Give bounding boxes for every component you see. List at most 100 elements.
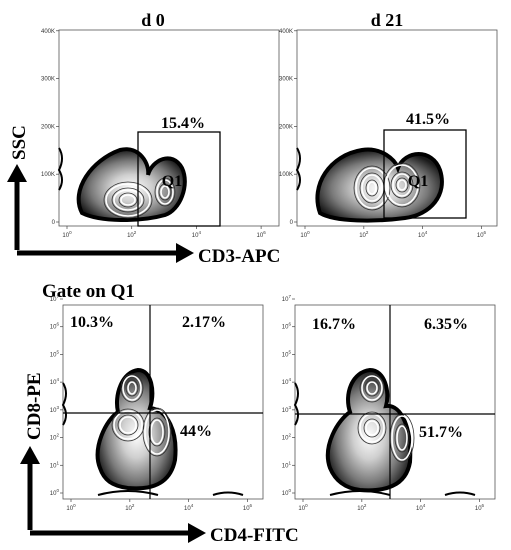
y-tick-label: 104	[282, 377, 292, 386]
contour-ring	[363, 418, 381, 438]
contour-ring	[113, 410, 143, 440]
edge-events	[444, 491, 476, 496]
edge-events	[57, 147, 63, 191]
contour-ring	[156, 179, 174, 205]
y-tick-label: 102	[50, 433, 60, 442]
y-tick-label: 104	[50, 377, 60, 386]
y-tick-label: 100	[50, 488, 60, 497]
gate-percent: 41.5%	[406, 111, 450, 128]
y-tick-label: 100	[282, 488, 292, 497]
quadrant-percent-top-left: 10.3%	[70, 314, 114, 331]
contour-ring	[113, 189, 143, 211]
edge-events	[329, 490, 391, 496]
contour-ring	[119, 416, 137, 434]
gate-label: Q1	[408, 173, 428, 190]
contour-ring	[353, 165, 391, 211]
panel-bottom-left: 100 102 104 106 100 101 102 103 104 105 106 107 10.3…	[50, 294, 264, 512]
contour-ring	[120, 373, 144, 403]
contour-ring	[154, 177, 176, 207]
x-tick-label: 106	[257, 230, 267, 239]
contour-ring	[144, 409, 170, 455]
y-tick-label: 107	[282, 294, 292, 303]
y-tick-label: 103	[50, 405, 60, 414]
contour-ring	[394, 423, 410, 453]
contour-ring	[365, 420, 379, 436]
contour-ring	[105, 183, 151, 217]
plot-frame	[294, 304, 496, 500]
contour-ring	[396, 425, 408, 451]
x-tick-label: 106	[477, 230, 487, 239]
plot-frame	[296, 29, 498, 227]
y-tick-label: 105	[282, 349, 292, 358]
contour-ring	[111, 408, 145, 442]
x-tick-label: 102	[359, 230, 369, 239]
x-tick-label: 102	[357, 503, 367, 512]
contour-ring	[125, 379, 139, 397]
gate-label: Q1	[162, 173, 182, 190]
x-tick-label: 100	[62, 230, 72, 239]
edge-events	[293, 382, 299, 426]
contour-ring	[397, 179, 407, 191]
y-tick-label: 0	[290, 220, 294, 226]
contour-ring	[390, 171, 414, 199]
title-d21: d 21	[371, 10, 404, 30]
quadrant-percent-bottom-right: 44%	[180, 423, 212, 440]
y-tick-label: 400K	[41, 29, 55, 35]
gate-percent: 15.4%	[161, 115, 205, 132]
x-tick-label: 100	[300, 230, 310, 239]
gate-on-label: Gate on Q1	[42, 281, 135, 302]
top-axis-arrows	[7, 164, 194, 263]
contour-ring	[355, 167, 389, 209]
contour-ring	[120, 194, 136, 206]
contour-ring	[158, 183, 172, 201]
y-tick-label: 106	[282, 322, 292, 331]
edge-events	[212, 491, 244, 496]
title-d0: d 0	[141, 10, 165, 30]
contour-ring	[361, 375, 383, 401]
contour-ring	[142, 407, 172, 457]
x-tick-label: 104	[418, 230, 428, 239]
contour-ring	[361, 174, 383, 202]
x-tick-label: 102	[125, 503, 135, 512]
contour-ring	[103, 181, 153, 219]
q1-gate	[383, 129, 467, 219]
quadrant-percent-top-right: 2.17%	[182, 314, 226, 331]
contour-ring	[391, 415, 413, 461]
contour-ring	[364, 379, 380, 397]
y-tick-label: 100K	[41, 172, 55, 178]
y-tick-label: 0	[52, 220, 56, 226]
y-tick-label: 100K	[279, 172, 293, 178]
contour-ring	[150, 419, 164, 445]
x-tick-label: 104	[192, 230, 202, 239]
contour-ring	[365, 179, 379, 197]
x-tick-label: 104	[184, 503, 194, 512]
y-tick-label: 106	[50, 322, 60, 331]
panel-top-left: 100 102 104 106 0 100K 200K 300K 400K 15.4% Q1	[41, 29, 280, 239]
y-tick-label: 107	[50, 294, 60, 303]
x-tick-label: 106	[243, 503, 253, 512]
x-tick-label: 106	[475, 503, 485, 512]
quadrant-percent-top-right: 6.35%	[424, 316, 468, 333]
contour-ring	[122, 375, 142, 401]
y-tick-label: 200K	[279, 124, 293, 130]
edge-events	[97, 490, 159, 496]
y-tick-label: 101	[50, 460, 60, 469]
y-tick-label: 300K	[279, 77, 293, 83]
y-tick-label: 400K	[279, 29, 293, 35]
x-tick-label: 100	[298, 503, 308, 512]
edge-events	[61, 382, 67, 426]
contour-ring	[160, 185, 170, 199]
bottom-x-axis-label: CD4-FITC	[210, 525, 299, 546]
quadrant-percent-top-left: 16.7%	[312, 316, 356, 333]
contour-ring	[367, 181, 377, 195]
contour-ring	[357, 411, 387, 445]
contour-ring	[118, 192, 138, 208]
bottom-axis-arrows	[20, 446, 206, 543]
contour-ring	[366, 381, 378, 395]
y-tick-label: 200K	[41, 124, 55, 130]
top-x-axis-label: CD3-APC	[198, 246, 280, 267]
x-tick-label: 104	[416, 503, 426, 512]
y-tick-label: 101	[282, 460, 292, 469]
contour-ring	[148, 417, 166, 447]
